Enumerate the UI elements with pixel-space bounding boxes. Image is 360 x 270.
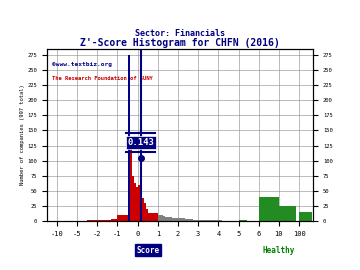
Bar — [180, 218, 183, 221]
Bar — [259, 197, 279, 221]
Bar — [206, 220, 208, 221]
Bar — [210, 220, 219, 221]
Bar — [163, 216, 165, 221]
Text: Healthy: Healthy — [263, 245, 295, 255]
Bar — [138, 185, 140, 221]
Bar — [136, 187, 138, 221]
Bar — [178, 218, 180, 221]
Bar — [185, 219, 188, 221]
Bar — [239, 220, 243, 221]
Bar — [111, 219, 117, 221]
Bar — [158, 215, 160, 221]
Bar — [188, 219, 190, 221]
Bar — [117, 215, 127, 221]
Bar — [165, 217, 167, 221]
Bar — [172, 218, 175, 221]
Text: 0.143: 0.143 — [127, 138, 154, 147]
Text: Sector: Financials: Sector: Financials — [135, 29, 225, 38]
Bar — [195, 220, 198, 221]
Bar — [148, 213, 158, 221]
Bar — [279, 206, 296, 221]
Bar — [170, 217, 172, 221]
Bar — [141, 198, 144, 221]
Bar — [198, 220, 201, 221]
Text: ©www.textbiz.org: ©www.textbiz.org — [52, 62, 112, 67]
Bar — [105, 220, 111, 221]
Bar — [130, 140, 131, 221]
Bar — [144, 203, 146, 221]
Bar — [134, 183, 136, 221]
Bar — [131, 176, 134, 221]
Bar — [219, 220, 222, 221]
Bar — [183, 218, 185, 221]
Bar — [97, 220, 105, 221]
Y-axis label: Number of companies (997 total): Number of companies (997 total) — [19, 85, 24, 185]
Bar — [167, 217, 170, 221]
Text: The Research Foundation of SUNY: The Research Foundation of SUNY — [52, 76, 153, 81]
Bar — [201, 220, 203, 221]
Bar — [208, 220, 210, 221]
Bar — [160, 215, 163, 221]
Title: Z'-Score Histogram for CHFN (2016): Z'-Score Histogram for CHFN (2016) — [80, 38, 280, 48]
Text: Score: Score — [136, 245, 159, 255]
Bar — [243, 220, 247, 221]
Bar — [87, 220, 97, 221]
Bar — [299, 212, 312, 221]
Bar — [190, 219, 193, 221]
Bar — [193, 220, 195, 221]
Bar — [146, 209, 148, 221]
Bar — [140, 194, 141, 221]
Bar — [203, 220, 206, 221]
Bar — [175, 218, 178, 221]
Bar — [127, 55, 130, 221]
